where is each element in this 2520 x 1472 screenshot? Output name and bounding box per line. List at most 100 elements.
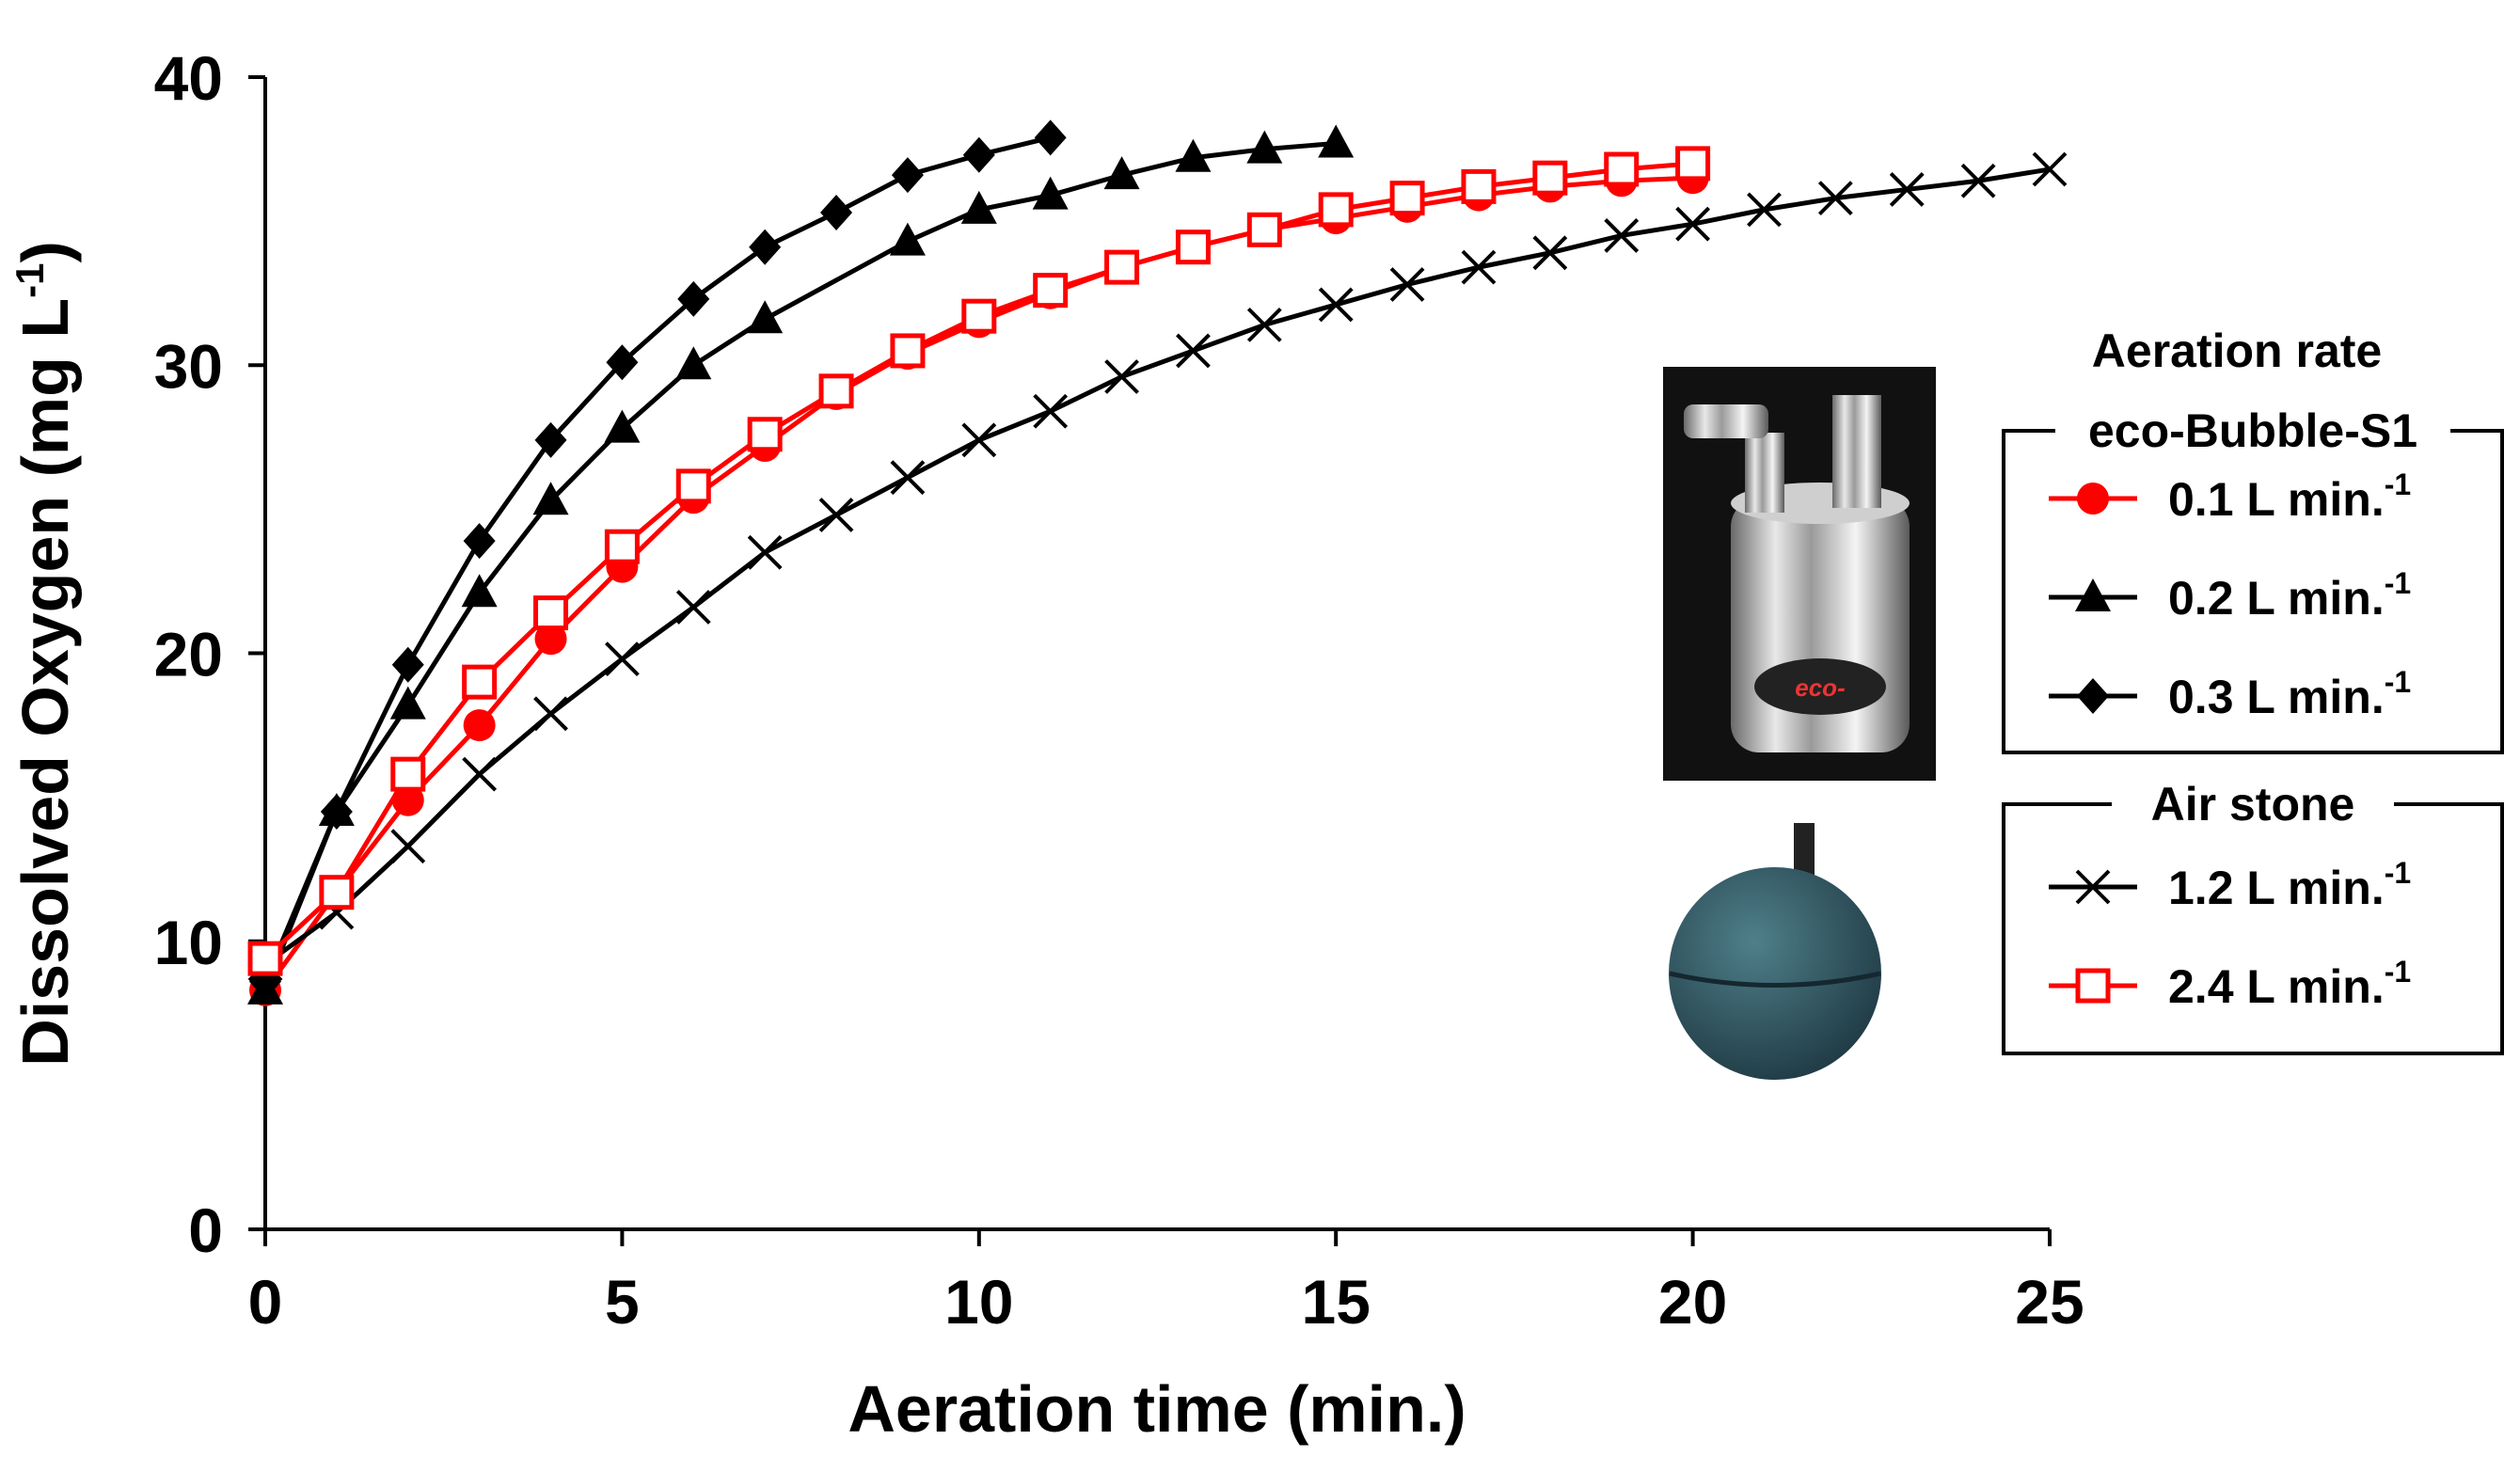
legend-marker [2075, 578, 2111, 611]
data-point [1318, 124, 1355, 158]
data-point [1604, 218, 1640, 253]
x-tick-label: 25 [2015, 1267, 2084, 1337]
data-point [960, 190, 997, 224]
data-point [247, 941, 283, 976]
y-tick-label: 30 [154, 331, 223, 401]
legend-label: 2.4 L min.-1 [2168, 955, 2411, 1013]
data-point [604, 641, 640, 677]
legend-marker [2075, 968, 2111, 1004]
series-2 [249, 119, 1067, 1000]
data-point [1104, 359, 1139, 394]
series-line [263, 166, 2051, 967]
series-3 [247, 151, 2068, 982]
data-point [747, 534, 783, 570]
legend-label: 0.2 L min.-1 [2168, 566, 2411, 625]
legend-label: 0.1 L min.-1 [2168, 467, 2411, 526]
data-point [675, 346, 712, 380]
data-point [389, 686, 426, 720]
data-point [604, 409, 641, 443]
data-point [1175, 230, 1211, 265]
data-point [1033, 273, 1069, 309]
data-point [1318, 287, 1354, 323]
data-point [1175, 138, 1212, 172]
data-point [1104, 249, 1140, 285]
data-point [675, 590, 711, 625]
legend-item: 2.4 L min.-1 [2049, 955, 2411, 1013]
legend: Aeration rate eco-Bubble-S1 Air stone 0.… [2002, 324, 2504, 1055]
series-0 [249, 162, 1709, 1006]
x-tick-label: 15 [1301, 1267, 1370, 1337]
data-point [1532, 160, 1568, 196]
data-point [675, 468, 711, 504]
air-stone-photo [1669, 823, 1881, 1080]
series-layer [247, 119, 2068, 1006]
data-point [533, 595, 569, 631]
legend-title: Aeration rate [2092, 324, 2382, 377]
data-point [818, 373, 854, 409]
legend-item: 0.2 L min.-1 [2049, 566, 2411, 625]
y-tick-label: 0 [188, 1195, 223, 1265]
data-point [1318, 192, 1354, 228]
data-point [319, 875, 355, 910]
data-point [1389, 181, 1425, 216]
series-4 [247, 146, 1711, 976]
data-point [604, 529, 640, 564]
x-axis-title: Aeration time (min.) [848, 1372, 1466, 1446]
data-point [749, 229, 782, 265]
data-point [462, 756, 498, 792]
axes: 0 10 20 30 40 0 5 10 15 20 25 [154, 43, 2084, 1337]
x-tick-label: 5 [605, 1267, 640, 1337]
series-line [262, 140, 1337, 991]
eco-bubble-photo: eco- [1663, 367, 1936, 781]
data-point [1246, 212, 1282, 247]
legend-group-eco-bubble: eco-Bubble-S1 [2088, 404, 2417, 457]
legend-item: 1.2 L min.-1 [2049, 856, 2411, 914]
series-line [263, 161, 1693, 960]
legend-item: 0.1 L min.-1 [2049, 467, 2411, 526]
data-point [747, 300, 784, 334]
data-point [889, 222, 926, 256]
data-point [1246, 130, 1283, 164]
data-point [534, 421, 567, 458]
data-point [391, 646, 424, 683]
y-tick-label: 20 [154, 620, 223, 689]
data-point [1889, 172, 1925, 207]
data-point [463, 523, 496, 560]
data-point [533, 696, 568, 732]
data-point [1747, 192, 1782, 228]
y-tick-label: 10 [154, 908, 223, 977]
data-point [1817, 181, 1853, 216]
x-tick-label: 20 [1658, 1267, 1727, 1337]
data-point [890, 460, 926, 496]
svg-text:eco-: eco- [1795, 673, 1845, 702]
data-point [747, 417, 783, 452]
data-point [390, 756, 426, 792]
data-point [1246, 307, 1282, 342]
data-point [961, 298, 997, 334]
data-point [890, 333, 926, 369]
data-point [1675, 206, 1711, 242]
y-tick-label: 40 [154, 43, 223, 113]
data-point [677, 280, 710, 317]
data-point [1532, 235, 1568, 271]
data-point [532, 482, 569, 515]
data-point [534, 623, 567, 656]
data-point [1389, 267, 1425, 302]
data-point [820, 194, 853, 230]
data-point [1103, 156, 1140, 190]
legend-item: 0.3 L min.-1 [2049, 665, 2411, 723]
data-point [1461, 249, 1497, 285]
data-point [1034, 119, 1067, 156]
data-point [962, 136, 995, 173]
data-point [606, 344, 639, 381]
x-tick-label: 10 [944, 1267, 1013, 1337]
legend-label: 1.2 L min.-1 [2168, 856, 2411, 914]
data-point [1176, 333, 1211, 369]
data-point [818, 498, 854, 532]
legend-label: 0.3 L min.-1 [2168, 665, 2411, 723]
data-point [461, 574, 498, 608]
data-point [462, 664, 498, 700]
data-point [1461, 168, 1497, 204]
legend-marker [2075, 869, 2111, 905]
